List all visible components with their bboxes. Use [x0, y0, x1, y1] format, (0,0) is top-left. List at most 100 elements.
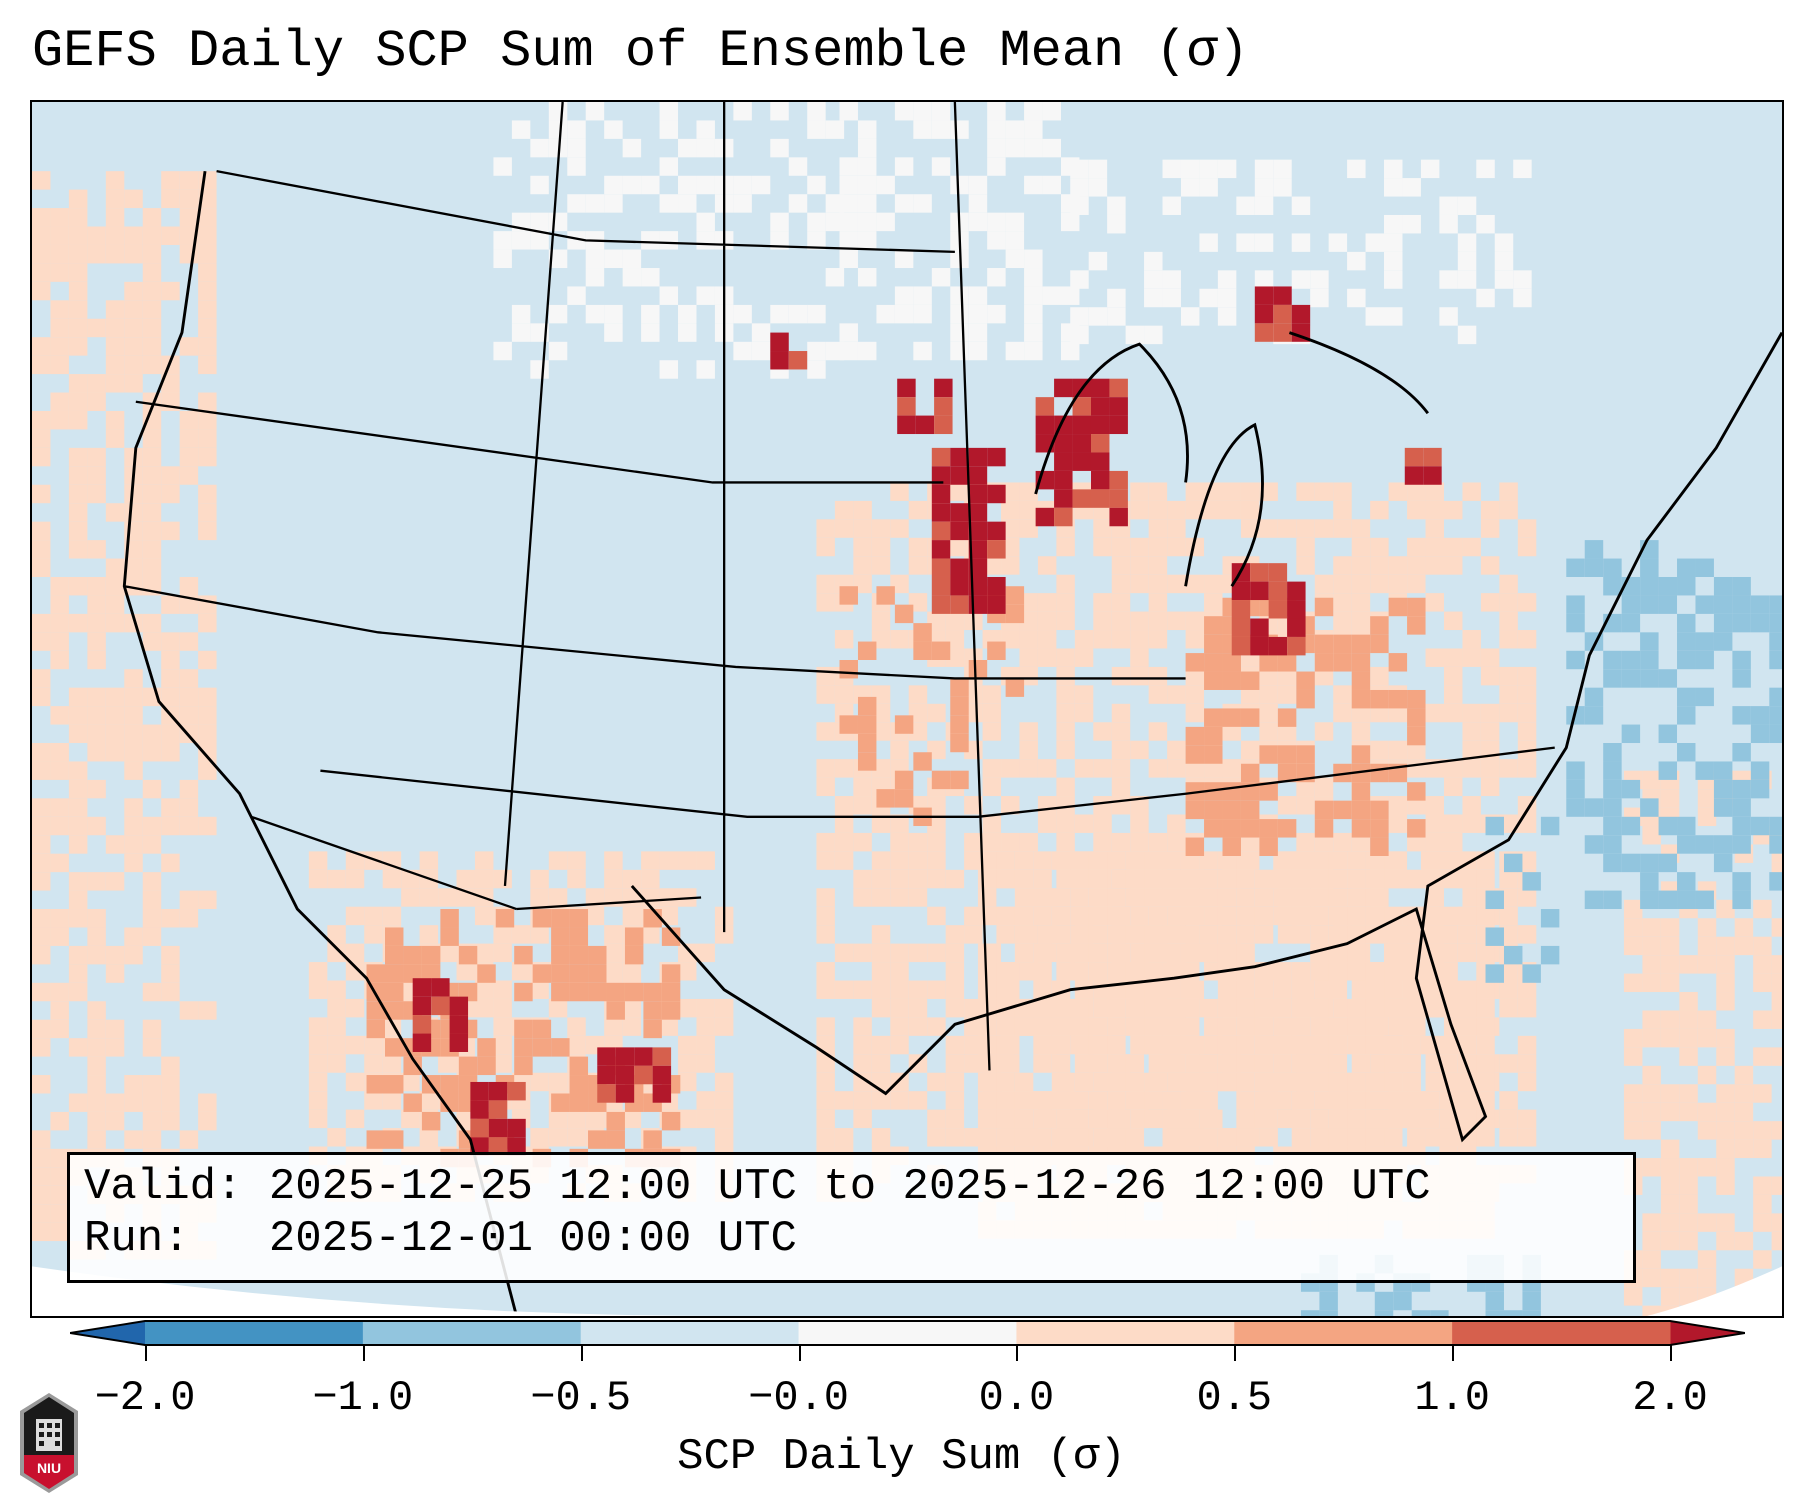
field-cell: [1457, 869, 1477, 889]
field-cell: [1439, 1054, 1458, 1073]
field-cell: [142, 355, 162, 375]
field-cell: [1107, 1035, 1126, 1055]
field-cell: [327, 1017, 346, 1036]
field-cell: [567, 194, 586, 213]
field-cell-high: [412, 1033, 432, 1052]
field-cell: [124, 484, 143, 504]
field-cell: [50, 1148, 69, 1168]
field-cell: [124, 558, 143, 577]
field-cell: [1499, 630, 1518, 649]
field-cell-high: [1404, 447, 1424, 467]
field-cell: [678, 851, 697, 870]
field-cell: [816, 888, 835, 907]
field-cell: [32, 447, 51, 467]
field-cell: [1180, 1035, 1200, 1055]
field-cell: [1125, 998, 1145, 1018]
field-cell: [179, 429, 199, 448]
field-cell: [1351, 611, 1371, 631]
field-cell: [1485, 964, 1504, 983]
field-cell: [950, 696, 969, 716]
field-cell: [807, 120, 826, 139]
field-cell: [1716, 1176, 1735, 1195]
field-cell: [1254, 1017, 1274, 1036]
field-cell: [1753, 955, 1772, 974]
field-cell: [606, 982, 625, 1002]
field-cell: [1384, 251, 1403, 271]
field-cell: [382, 906, 402, 926]
field-cell: [1769, 595, 1782, 614]
field-cell-high: [652, 1065, 672, 1085]
field-cell: [1167, 611, 1186, 631]
field-cell: [493, 1054, 512, 1073]
field-cell: [807, 102, 826, 121]
field-cell: [834, 980, 854, 999]
field-cell: [816, 1128, 835, 1147]
field-cell: [857, 212, 877, 232]
field-cell: [1443, 814, 1463, 833]
field-cell: [696, 1091, 715, 1110]
field-cell: [68, 466, 88, 485]
field-cell: [1499, 1054, 1518, 1073]
field-cell: [1388, 689, 1408, 709]
field-cell: [659, 102, 679, 121]
field-cell: [1347, 925, 1366, 944]
field-cell: [438, 943, 457, 963]
field-cell: [32, 798, 51, 817]
field-cell: [32, 945, 51, 965]
colorbar-tick-label: 1.0: [1414, 1374, 1490, 1422]
field-cell: [816, 685, 835, 704]
field-cell: [1407, 616, 1426, 635]
field-cell: [1365, 1035, 1385, 1055]
field-cell: [1162, 998, 1181, 1018]
field-cell: [894, 249, 914, 269]
field-cell: [1162, 1091, 1181, 1110]
field-cell: [857, 715, 877, 734]
field-cell: [1056, 814, 1075, 833]
field-cell: [198, 1111, 217, 1131]
colorbar-segment: [362, 1321, 582, 1345]
field-cell: [1051, 1017, 1071, 1036]
field-cell: [1111, 593, 1131, 612]
field-cell: [105, 244, 125, 264]
field-cell: [1517, 925, 1537, 944]
field-cell: [1180, 998, 1200, 1018]
field-cell: [1347, 1109, 1366, 1129]
field-cell: [511, 231, 531, 250]
field-cell: [32, 226, 51, 245]
field-cell: [161, 853, 180, 873]
field-cell: [1499, 574, 1518, 594]
field-cell: [604, 120, 623, 139]
field-cell: [1296, 671, 1315, 690]
field-cell: [1162, 1128, 1181, 1147]
field-cell: [198, 281, 217, 301]
field-cell: [1328, 869, 1348, 889]
field-cell: [1457, 1128, 1477, 1147]
field-cell: [1677, 872, 1696, 891]
field-cell: [1291, 888, 1311, 907]
field-cell: [1042, 286, 1062, 305]
field-cell: [1365, 962, 1385, 981]
field-cell: [1642, 1213, 1661, 1232]
field-cell: [1273, 1054, 1292, 1073]
field-cell: [511, 962, 531, 981]
field-cell: [585, 1109, 605, 1129]
field-cell: [913, 102, 932, 121]
field-cell: [996, 980, 1015, 999]
field-cell: [1384, 1054, 1403, 1073]
field-cell-high: [1250, 581, 1269, 601]
field-cell: [1088, 851, 1108, 870]
field-cell: [1125, 888, 1145, 907]
field-cell-high: [1090, 434, 1110, 453]
field-cell: [1014, 1091, 1034, 1110]
field-cell: [876, 789, 895, 808]
field-cell: [871, 925, 891, 944]
field-cell: [1384, 1072, 1403, 1092]
field-cell: [1088, 178, 1108, 197]
field-cell: [853, 500, 872, 520]
field-cell: [198, 392, 217, 411]
field-cell: [1499, 500, 1518, 520]
field-cell: [816, 722, 835, 741]
field-cell: [1024, 175, 1043, 195]
field-cell: [1370, 740, 1389, 760]
field-cell-high: [1090, 489, 1110, 508]
